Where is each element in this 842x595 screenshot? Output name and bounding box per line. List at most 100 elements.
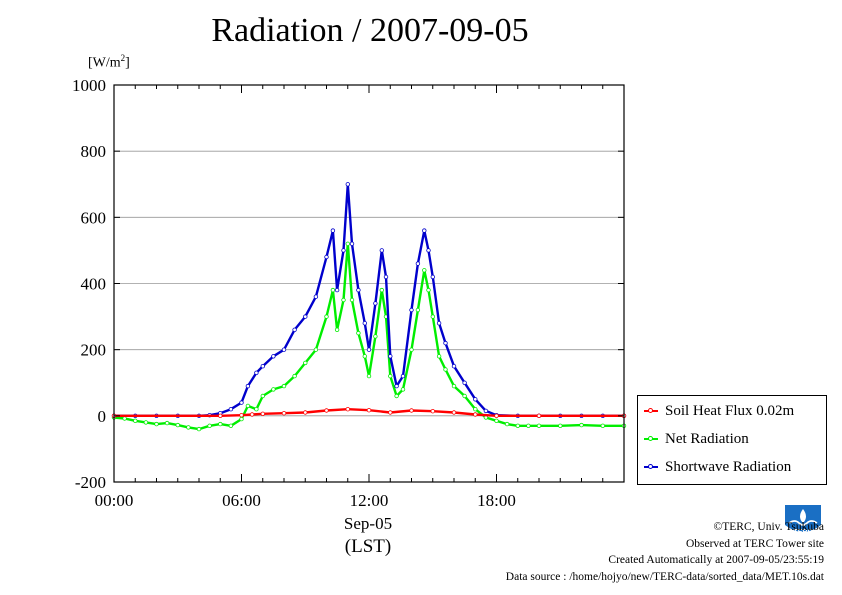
data-point-net-radiation [260, 393, 265, 399]
data-point-net-radiation [430, 314, 435, 319]
data-point-net-radiation [228, 423, 234, 428]
data-point-net-radiation [579, 422, 584, 428]
data-point-net-radiation [281, 383, 287, 389]
data-point-shortwave-radiation [341, 248, 346, 253]
data-point-soil-heat-flux [409, 408, 414, 413]
credits-block: ©TERC, Univ. Tsukuba Observed at TERC To… [506, 519, 824, 585]
data-point-net-radiation [600, 423, 605, 428]
data-point-shortwave-radiation [366, 347, 372, 352]
data-point-shortwave-radiation [330, 228, 336, 233]
data-point-net-radiation [394, 393, 399, 399]
data-point-net-radiation [443, 367, 448, 372]
data-point-net-radiation [186, 425, 191, 430]
data-point-net-radiation [373, 334, 378, 339]
data-point-net-radiation [356, 330, 361, 336]
data-point-net-radiation [303, 360, 308, 366]
data-point-net-radiation [324, 314, 329, 319]
data-point-soil-heat-flux [281, 411, 287, 416]
credit-source: Data source : /home/hojyo/new/TERC-data/… [505, 570, 824, 583]
unit-superscript: 2 [120, 53, 126, 63]
data-point-shortwave-radiation [379, 248, 384, 253]
data-point-net-radiation [345, 241, 350, 246]
data-point-net-radiation [254, 407, 259, 412]
data-point-net-radiation [462, 393, 467, 399]
data-point-net-radiation [239, 416, 244, 422]
data-point-shortwave-radiation [451, 364, 457, 369]
data-point-net-radiation [473, 407, 478, 412]
data-point-soil-heat-flux [536, 413, 542, 418]
data-point-soil-heat-flux [451, 410, 457, 415]
axis-ticks: -200 0 200 400 600 800 1000 00:00 06:00 12:00 18:0… [72, 76, 624, 510]
data-point-net-radiation [245, 403, 251, 409]
series-line-shortwave-radiation [114, 183, 624, 417]
data-point-net-radiation [133, 418, 138, 423]
data-point-shortwave-radiation [473, 397, 478, 402]
x-axis-timezone-label: (LST) [344, 536, 392, 557]
data-point-net-radiation [400, 387, 406, 392]
data-point-shortwave-radiation [356, 287, 361, 293]
data-point-net-radiation [196, 426, 202, 432]
data-point-shortwave-radiation [409, 307, 414, 313]
data-point-net-radiation [426, 287, 431, 293]
data-point-shortwave-radiation [426, 248, 431, 253]
y-tick-label: 200 [81, 341, 107, 360]
x-tick-label: 00:00 [95, 491, 134, 510]
data-point-soil-heat-flux [239, 413, 244, 418]
x-axis-date-label: Sep-05 [343, 514, 393, 533]
y-tick-label: -200 [75, 473, 106, 492]
data-point-shortwave-radiation [443, 340, 448, 346]
data-point-net-radiation [271, 387, 276, 392]
y-tick-label: 1000 [72, 76, 106, 95]
data-point-net-radiation [536, 423, 542, 428]
unit-end: ] [125, 55, 130, 71]
data-point-net-radiation [341, 297, 346, 303]
x-tick-label: 06:00 [222, 491, 261, 510]
data-point-soil-heat-flux [366, 408, 372, 413]
legend: Soil Heat Flux 0.02m Net Radiation Short… [637, 395, 827, 485]
data-point-net-radiation [175, 422, 180, 428]
data-point-shortwave-radiation [483, 408, 489, 414]
data-point-net-radiation [313, 347, 319, 352]
y-tick-label: 800 [81, 142, 107, 161]
data-point-net-radiation [164, 420, 170, 426]
data-point-shortwave-radiation [349, 241, 355, 246]
data-point-net-radiation [558, 423, 563, 428]
data-point-soil-heat-flux [249, 412, 255, 417]
data-point-shortwave-radiation [430, 274, 435, 280]
legend-swatch-red [644, 408, 658, 413]
data-point-shortwave-radiation [373, 301, 378, 306]
data-point-soil-heat-flux [218, 413, 223, 418]
data-point-net-radiation [451, 383, 457, 389]
data-point-soil-heat-flux [324, 408, 329, 413]
data-point-net-radiation [154, 421, 159, 427]
data-point-soil-heat-flux [430, 409, 435, 414]
data-point-net-radiation [379, 287, 384, 293]
data-point-soil-heat-flux [473, 412, 478, 417]
logo-text: TERC [793, 529, 812, 536]
legend-label: Shortwave Radiation [665, 458, 792, 475]
data-point-net-radiation [362, 354, 367, 359]
data-point-soil-heat-flux [494, 413, 499, 418]
data-point-net-radiation [122, 416, 127, 421]
data-point-net-radiation [415, 307, 421, 313]
series-line-net-radiation [113, 242, 624, 431]
y-tick-label: 0 [98, 407, 107, 426]
data-point-net-radiation [422, 268, 427, 273]
terc-logo-icon: TERC [785, 505, 821, 536]
legend-item-shortwave-radiation: Shortwave Radiation [644, 457, 791, 477]
data-point-soil-heat-flux [388, 410, 393, 415]
credit-created: Created Automatically at 2007-09-05/23:5… [608, 554, 824, 566]
legend-label: Net Radiation [665, 430, 749, 447]
data-point-net-radiation [334, 327, 340, 332]
legend-swatch-blue [644, 464, 658, 469]
data-point-shortwave-radiation [334, 287, 340, 293]
data-point-shortwave-radiation [292, 327, 297, 332]
data-point-shortwave-radiation [324, 254, 329, 260]
data-point-net-radiation [436, 354, 442, 359]
data-point-net-radiation [143, 420, 149, 425]
data-point-net-radiation [515, 423, 520, 428]
data-point-shortwave-radiation [281, 347, 287, 352]
data-point-net-radiation [526, 423, 531, 428]
x-tick-label: 18:00 [477, 491, 516, 510]
series-layer [111, 182, 627, 432]
